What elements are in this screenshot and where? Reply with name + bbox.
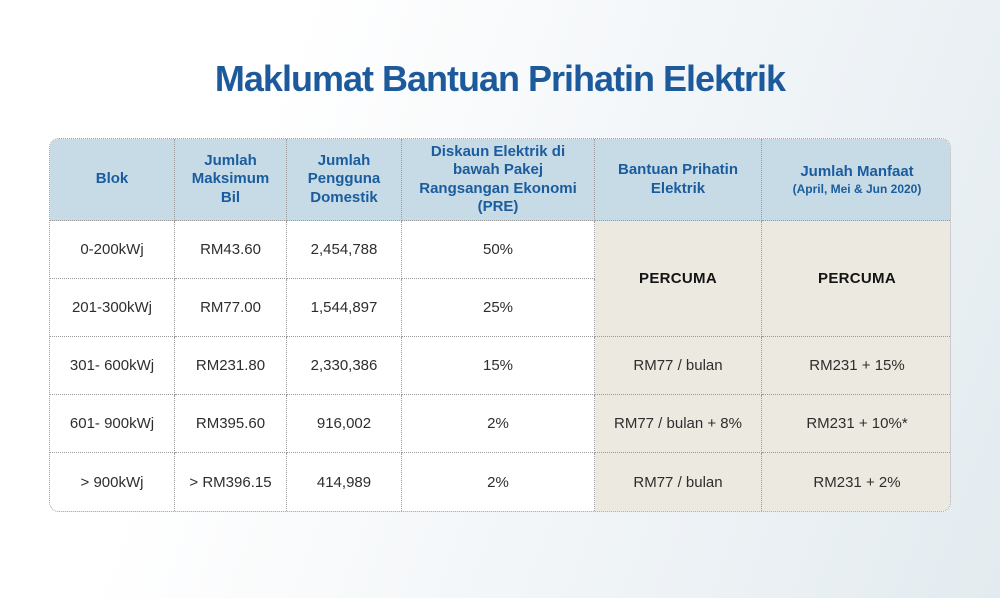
cell-max-bil: RM395.60 xyxy=(175,395,287,454)
cell-max-bil: RM231.80 xyxy=(175,337,287,396)
table-row: 201-300kWj RM77.00 1,544,897 25% xyxy=(50,279,950,338)
table-row: > 900kWj > RM396.15 414,989 2% RM77 / bu… xyxy=(50,453,950,512)
cell-pengguna: 1,544,897 xyxy=(287,279,402,338)
cell-bantuan: RM77 / bulan + 8% xyxy=(595,395,762,454)
cell-diskaun: 2% xyxy=(402,453,595,512)
header-cell-bantuan-prihatin-elektrik: Bantuan Prihatin Elektrik xyxy=(595,139,762,222)
benefits-table: Blok Jumlah Maksimum Bil Jumlah Pengguna… xyxy=(49,138,951,513)
header-cell-jumlah-maksimum-bil: Jumlah Maksimum Bil xyxy=(175,139,287,222)
cell-max-bil: > RM396.15 xyxy=(175,453,287,512)
header-sublabel: (April, Mei & Jun 2020) xyxy=(792,181,922,196)
header-cell-blok: Blok xyxy=(50,139,175,222)
cell-diskaun: 25% xyxy=(402,279,595,338)
electricity-aid-table: Blok Jumlah Maksimum Bil Jumlah Pengguna… xyxy=(50,139,950,512)
cell-blok: 201-300kWj xyxy=(50,279,175,338)
page-title: Maklumat Bantuan Prihatin Elektrik xyxy=(214,58,786,99)
cell-blok: 601- 900kWj xyxy=(50,395,175,454)
table-header-row: Blok Jumlah Maksimum Bil Jumlah Pengguna… xyxy=(50,139,950,222)
header-label: Bantuan Prihatin Elektrik xyxy=(617,161,738,197)
table-row: 601- 900kWj RM395.60 916,002 2% RM77 / b… xyxy=(50,395,950,454)
header-label: Jumlah Manfaat xyxy=(800,162,914,180)
cell-blok: 0-200kWj xyxy=(50,221,175,280)
header-label: Diskaun Elektrik di bawah Pakej Rangsang… xyxy=(419,143,577,215)
table-row: 301- 600kWj RM231.80 2,330,386 15% RM77 … xyxy=(50,337,950,396)
cell-diskaun: 2% xyxy=(402,395,595,454)
cell-bantuan: RM77 / bulan xyxy=(595,337,762,396)
cell-blok: > 900kWj xyxy=(50,453,175,512)
header-label: Jumlah Maksimum Bil xyxy=(191,152,270,206)
cell-manfaat: RM231 + 10%* xyxy=(762,395,950,454)
table-row: 0-200kWj RM43.60 2,454,788 50% PERCUMA P… xyxy=(50,221,950,338)
cell-pengguna: 2,454,788 xyxy=(287,221,402,280)
cell-pengguna: 414,989 xyxy=(287,453,402,512)
header-label: Blok xyxy=(95,170,129,188)
cell-diskaun: 15% xyxy=(402,337,595,396)
cell-bantuan-percuma: PERCUMA xyxy=(595,221,762,338)
cell-pengguna: 2,330,386 xyxy=(287,337,402,396)
header-cell-jumlah-manfaat: Jumlah Manfaat (April, Mei & Jun 2020) xyxy=(762,139,950,222)
header-label: Jumlah Pengguna Domestik xyxy=(307,152,381,206)
cell-manfaat: RM231 + 2% xyxy=(762,453,950,512)
cell-max-bil: RM77.00 xyxy=(175,279,287,338)
header-cell-diskaun-elektrik-pre: Diskaun Elektrik di bawah Pakej Rangsang… xyxy=(402,139,595,222)
header-cell-jumlah-pengguna-domestik: Jumlah Pengguna Domestik xyxy=(287,139,402,222)
cell-manfaat-percuma: PERCUMA xyxy=(762,221,950,338)
cell-manfaat: RM231 + 15% xyxy=(762,337,950,396)
cell-bantuan: RM77 / bulan xyxy=(595,453,762,512)
cell-max-bil: RM43.60 xyxy=(175,221,287,280)
cell-pengguna: 916,002 xyxy=(287,395,402,454)
cell-blok: 301- 600kWj xyxy=(50,337,175,396)
cell-diskaun: 50% xyxy=(402,221,595,280)
